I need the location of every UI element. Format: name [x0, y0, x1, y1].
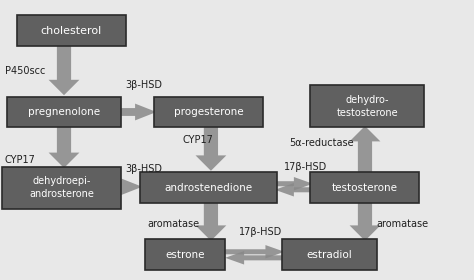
- FancyBboxPatch shape: [154, 97, 263, 127]
- Polygon shape: [225, 245, 284, 258]
- FancyBboxPatch shape: [140, 172, 277, 203]
- Text: cholesterol: cholesterol: [40, 26, 102, 36]
- Text: 5α-reductase: 5α-reductase: [289, 138, 354, 148]
- Polygon shape: [48, 45, 80, 95]
- FancyBboxPatch shape: [7, 97, 121, 127]
- Polygon shape: [121, 178, 142, 195]
- Polygon shape: [275, 183, 313, 197]
- Text: androstenedione: androstenedione: [164, 183, 253, 193]
- Text: P450scc: P450scc: [5, 66, 45, 76]
- FancyBboxPatch shape: [145, 239, 225, 270]
- FancyBboxPatch shape: [310, 172, 419, 203]
- Text: dehydroepi-
androsterone: dehydroepi- androsterone: [29, 176, 94, 199]
- FancyBboxPatch shape: [310, 85, 424, 127]
- FancyBboxPatch shape: [2, 167, 121, 209]
- Text: CYP17: CYP17: [182, 135, 213, 145]
- Text: aromatase: aromatase: [147, 219, 199, 229]
- Text: 3β-HSD: 3β-HSD: [126, 164, 163, 174]
- Text: 3β-HSD: 3β-HSD: [126, 80, 163, 90]
- Text: pregnenolone: pregnenolone: [28, 107, 100, 117]
- Text: aromatase: aromatase: [377, 219, 429, 229]
- Polygon shape: [121, 104, 156, 120]
- FancyBboxPatch shape: [282, 239, 377, 270]
- FancyBboxPatch shape: [17, 15, 126, 46]
- Text: 17β-HSD: 17β-HSD: [239, 227, 283, 237]
- Text: dehydro-
testosterone: dehydro- testosterone: [337, 95, 398, 118]
- Polygon shape: [350, 126, 380, 174]
- Polygon shape: [195, 126, 227, 171]
- Text: estradiol: estradiol: [307, 250, 352, 260]
- Polygon shape: [195, 202, 227, 241]
- Text: CYP17: CYP17: [5, 155, 36, 165]
- Text: testosterone: testosterone: [332, 183, 398, 193]
- Polygon shape: [225, 251, 284, 265]
- Text: progesterone: progesterone: [174, 107, 243, 117]
- Polygon shape: [275, 177, 313, 190]
- Text: estrone: estrone: [165, 250, 205, 260]
- Polygon shape: [48, 126, 80, 168]
- Polygon shape: [350, 202, 380, 241]
- Text: 17β-HSD: 17β-HSD: [284, 162, 328, 172]
